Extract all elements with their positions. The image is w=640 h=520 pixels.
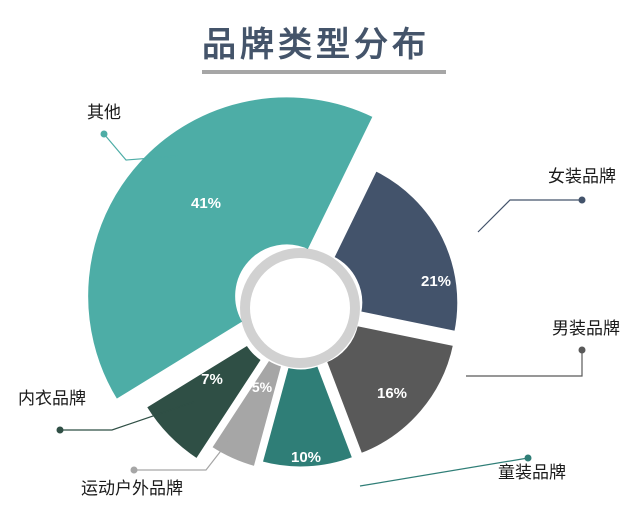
callout-line-4 bbox=[134, 397, 263, 471]
category-label-4: 运动户外品牌 bbox=[81, 479, 183, 499]
category-label-1: 女装品牌 bbox=[548, 167, 616, 187]
category-label-5: 内衣品牌 bbox=[18, 389, 86, 409]
pie-slice-1 bbox=[330, 167, 461, 335]
callout-dot-2 bbox=[578, 346, 586, 354]
callout-line-5 bbox=[60, 401, 195, 431]
callout-dot-1 bbox=[578, 196, 586, 204]
callout-line-6 bbox=[103, 133, 179, 161]
pie-slice-3 bbox=[259, 362, 356, 470]
slice-value-label-3: 10% bbox=[291, 449, 321, 466]
donut-hole bbox=[250, 258, 350, 358]
category-label-6: 其他 bbox=[87, 103, 121, 123]
callout-dot-4 bbox=[130, 466, 138, 474]
title-underline bbox=[202, 70, 446, 74]
chart-title: 品牌类型分布 bbox=[202, 25, 430, 65]
pie-slice-2 bbox=[323, 322, 457, 457]
slice-value-label-5: 7% bbox=[201, 371, 223, 388]
slice-value-label-2: 16% bbox=[377, 385, 407, 402]
pie-slice-5 bbox=[143, 341, 265, 463]
callout-line-2 bbox=[466, 350, 583, 377]
callout-dot-6 bbox=[100, 130, 108, 138]
callout-line-1 bbox=[477, 199, 582, 233]
slice-value-label-1: 21% bbox=[421, 273, 451, 290]
slice-value-label-4: 5% bbox=[252, 379, 273, 395]
callout-dot-5 bbox=[56, 426, 64, 434]
callout-line-3 bbox=[359, 457, 529, 487]
pie-slice-6 bbox=[85, 94, 377, 403]
category-label-3: 童装品牌 bbox=[498, 463, 566, 483]
category-label-2: 男装品牌 bbox=[552, 319, 620, 339]
callout-dot-3 bbox=[524, 454, 532, 462]
slice-value-label-6: 41% bbox=[191, 195, 221, 212]
